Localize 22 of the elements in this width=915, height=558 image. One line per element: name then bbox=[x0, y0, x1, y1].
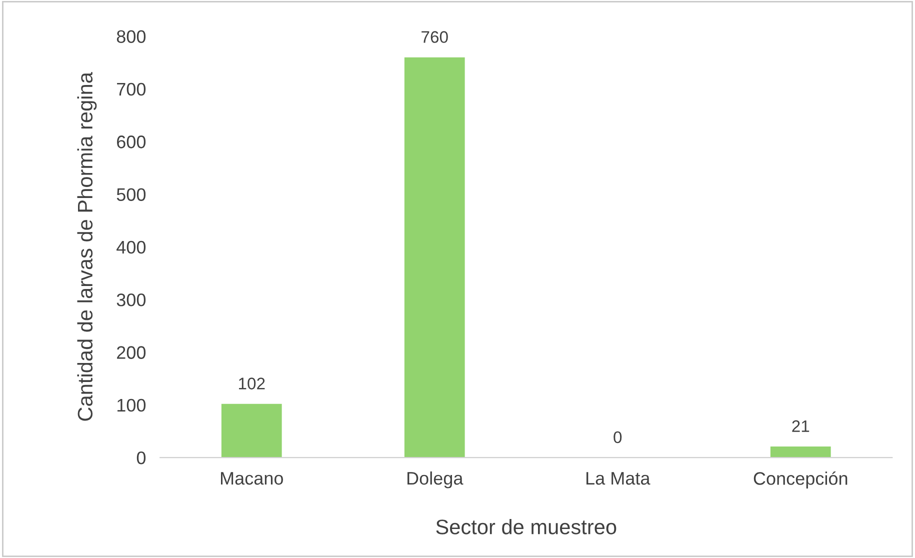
bar bbox=[221, 404, 282, 458]
data-label: 0 bbox=[614, 431, 622, 444]
bar bbox=[770, 446, 831, 458]
y-tick-label: 500 bbox=[116, 188, 146, 201]
y-tick-label: 300 bbox=[116, 294, 146, 306]
y-tick-label: 0 bbox=[136, 451, 146, 464]
data-label: 21 bbox=[792, 420, 810, 432]
x-tick-label: La Mata bbox=[586, 472, 650, 485]
data-label: 102 bbox=[238, 378, 265, 390]
y-axis-title: Cantidad de larvas de Phormia regina bbox=[77, 72, 97, 421]
y-tick-label: 100 bbox=[117, 398, 146, 412]
data-label: 760 bbox=[422, 31, 448, 43]
x-tick-label: Dolega bbox=[408, 471, 464, 488]
y-tick-label: 800 bbox=[116, 30, 146, 43]
x-tick-label: Concepción bbox=[754, 471, 848, 488]
x-axis-title: Sector de muestreo bbox=[436, 519, 616, 534]
x-tick-label: Macano bbox=[220, 472, 283, 485]
y-tick-label: 200 bbox=[117, 346, 146, 359]
y-tick-label: 400 bbox=[116, 240, 146, 254]
y-tick-label: 600 bbox=[117, 136, 146, 148]
bar bbox=[404, 57, 465, 458]
y-tick-label: 700 bbox=[117, 82, 146, 96]
